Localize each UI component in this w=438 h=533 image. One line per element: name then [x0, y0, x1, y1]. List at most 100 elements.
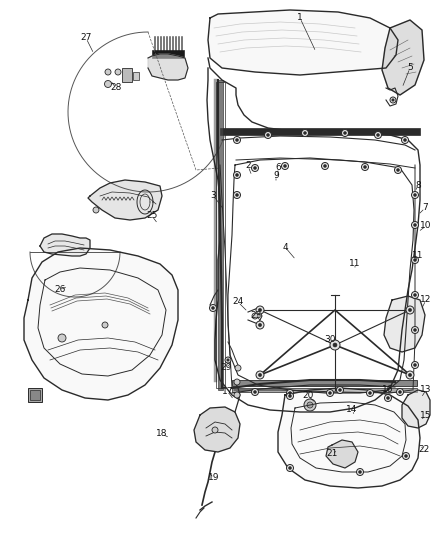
Circle shape: [252, 313, 258, 319]
Polygon shape: [24, 248, 178, 400]
Circle shape: [227, 359, 229, 361]
Circle shape: [233, 172, 240, 179]
Circle shape: [411, 361, 418, 368]
Text: 14: 14: [346, 406, 358, 415]
Circle shape: [58, 334, 66, 342]
Polygon shape: [402, 390, 430, 428]
Circle shape: [359, 471, 361, 473]
Circle shape: [413, 294, 417, 296]
Text: 1: 1: [297, 13, 303, 22]
Circle shape: [406, 371, 414, 379]
Circle shape: [342, 130, 349, 136]
Polygon shape: [208, 10, 398, 75]
Text: 26: 26: [54, 286, 66, 295]
Circle shape: [411, 191, 418, 198]
Text: 8: 8: [415, 181, 421, 190]
Circle shape: [301, 130, 308, 136]
Circle shape: [234, 392, 240, 398]
Circle shape: [374, 132, 381, 139]
Circle shape: [369, 392, 371, 394]
Bar: [232, 388, 417, 392]
Circle shape: [212, 306, 214, 309]
Circle shape: [413, 329, 417, 332]
Circle shape: [289, 394, 291, 398]
Polygon shape: [384, 296, 425, 352]
Circle shape: [235, 365, 241, 371]
Circle shape: [361, 164, 368, 171]
Circle shape: [413, 193, 417, 196]
Text: 11: 11: [412, 252, 424, 261]
Circle shape: [385, 394, 392, 401]
Text: 9: 9: [273, 172, 279, 181]
Polygon shape: [194, 407, 240, 452]
Text: 21: 21: [326, 449, 338, 458]
Circle shape: [364, 166, 367, 168]
Circle shape: [402, 136, 409, 143]
Bar: [218, 80, 223, 390]
Text: 16: 16: [382, 385, 394, 394]
Circle shape: [251, 389, 258, 395]
Circle shape: [411, 292, 418, 298]
Circle shape: [307, 402, 313, 408]
Text: 20: 20: [302, 392, 314, 400]
Text: 25: 25: [146, 212, 158, 221]
Text: 22: 22: [418, 446, 430, 455]
Text: 19: 19: [208, 473, 220, 482]
Circle shape: [403, 453, 410, 459]
Circle shape: [256, 321, 264, 329]
Circle shape: [102, 322, 108, 328]
Circle shape: [396, 389, 403, 395]
Circle shape: [408, 374, 412, 377]
Circle shape: [115, 69, 121, 75]
Circle shape: [251, 165, 258, 172]
Text: 12: 12: [420, 295, 432, 304]
Bar: [216, 82, 225, 388]
Text: 6: 6: [275, 164, 281, 173]
Circle shape: [258, 324, 261, 327]
Circle shape: [286, 392, 293, 400]
Circle shape: [330, 340, 340, 350]
Circle shape: [324, 165, 326, 167]
Circle shape: [333, 343, 337, 347]
Text: 4: 4: [282, 243, 288, 252]
Circle shape: [289, 392, 291, 394]
Circle shape: [399, 391, 401, 393]
Bar: [122, 68, 132, 82]
Polygon shape: [88, 180, 162, 220]
Text: 7: 7: [422, 204, 428, 213]
Circle shape: [282, 163, 289, 169]
Circle shape: [321, 163, 328, 169]
Text: 30: 30: [324, 335, 336, 344]
Text: 17: 17: [222, 387, 234, 397]
Circle shape: [413, 259, 417, 261]
Circle shape: [392, 99, 394, 101]
Circle shape: [236, 174, 238, 176]
Circle shape: [212, 427, 218, 433]
Circle shape: [357, 469, 364, 475]
Circle shape: [411, 256, 418, 263]
Text: 13: 13: [420, 385, 432, 394]
Text: 27: 27: [80, 34, 92, 43]
Polygon shape: [148, 54, 188, 80]
Circle shape: [258, 374, 261, 377]
Circle shape: [408, 309, 412, 312]
Bar: [152, 50, 184, 58]
Circle shape: [343, 132, 346, 134]
Circle shape: [233, 191, 240, 198]
Circle shape: [209, 304, 216, 311]
Circle shape: [405, 455, 407, 457]
Circle shape: [411, 222, 418, 229]
Circle shape: [105, 69, 111, 75]
Circle shape: [413, 224, 417, 227]
Circle shape: [267, 134, 269, 136]
Circle shape: [225, 357, 231, 363]
Circle shape: [236, 193, 238, 196]
Circle shape: [336, 386, 343, 393]
Circle shape: [304, 132, 307, 134]
Circle shape: [289, 466, 291, 470]
Circle shape: [387, 397, 389, 399]
Circle shape: [233, 136, 240, 143]
Text: 3: 3: [210, 190, 216, 199]
Bar: [232, 380, 417, 386]
Circle shape: [236, 139, 238, 141]
